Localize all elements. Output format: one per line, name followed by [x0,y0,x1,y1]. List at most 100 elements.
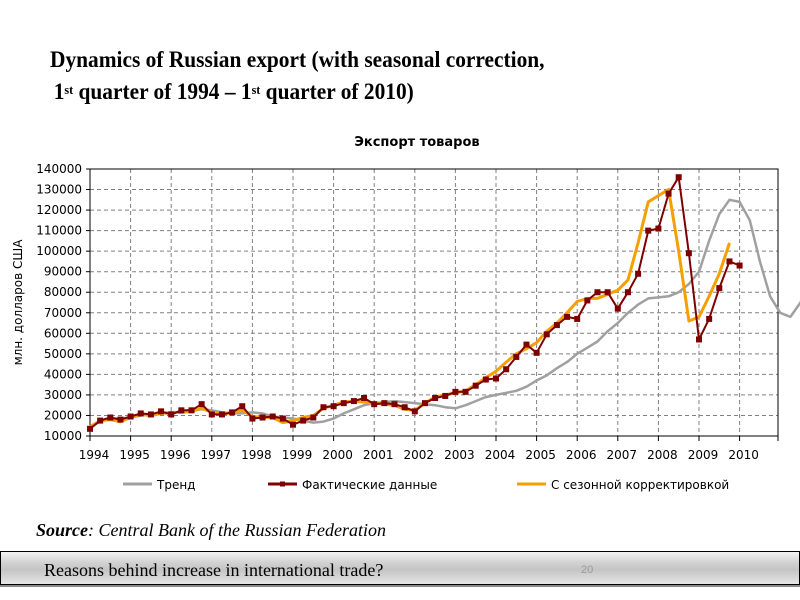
data-point-marker [553,322,560,329]
data-point-marker [523,341,530,348]
data-point-marker [452,388,459,395]
data-point-marker [533,349,540,356]
data-point-marker [685,250,692,257]
data-point-marker [401,404,408,411]
data-point-marker [665,190,672,197]
data-point-marker [594,289,601,296]
x-tick-label: 2001 [363,448,394,462]
y-tick-label: 90000 [44,265,82,279]
data-point-marker [543,331,550,338]
data-point-marker [229,409,236,416]
data-point-marker [147,411,154,418]
data-point-marker [645,227,652,234]
x-tick-label: 1995 [119,448,150,462]
data-point-marker [655,225,662,232]
data-point-marker [675,174,682,181]
data-point-marker [269,413,276,420]
data-point-marker [361,395,368,402]
slide-title-line1: Dynamics of Russian export (with seasona… [50,47,545,72]
source-note: Source: Central Bank of the Russian Fede… [36,520,386,541]
data-point-marker [614,305,621,312]
data-point-marker [462,388,469,395]
x-tick-label: 2009 [688,448,719,462]
data-point-marker [330,403,337,410]
y-tick-label: 70000 [44,306,82,320]
source-label: Source [36,520,89,540]
export-line-chart: 10000 20000 30000 40000 50000 60000 70000 80000… [11,162,800,492]
data-point-marker [290,421,296,428]
data-point-marker [472,382,479,389]
source-text: : Central Bank of the Russian Federation [88,520,386,540]
data-point-marker [239,403,246,410]
data-point-marker [107,414,114,421]
data-point-marker [168,411,175,418]
x-tick-label: 2006 [566,448,597,462]
data-point-marker [300,417,307,424]
data-point-marker [381,400,388,407]
data-point-marker [726,258,733,265]
data-point-marker [513,353,520,360]
data-point-marker [421,400,428,407]
y-tick-label: 60000 [44,326,82,340]
data-point-marker [320,404,327,411]
data-point-marker [391,401,398,408]
data-point-marker [279,415,286,422]
slide-title: Dynamics of Russian export (with seasona… [50,44,720,108]
data-point-marker [716,285,723,292]
y-tick-label: 110000 [36,224,82,238]
data-point-marker [493,375,499,382]
data-point-marker [259,414,266,421]
legend-label: Фактические данные [302,478,437,492]
x-tick-label: 2005 [525,448,556,462]
data-point-marker [574,315,581,322]
y-tick-label: 10000 [44,429,82,443]
data-point-marker [137,410,144,417]
data-point-marker [188,407,195,414]
data-point-marker [564,313,571,320]
x-tick-label: 2004 [485,448,516,462]
data-point-marker [736,262,743,269]
data-point-marker [340,400,347,407]
y-tick-label: 30000 [44,388,82,402]
data-point-marker [208,411,215,418]
data-point-marker [158,408,165,415]
legend-label: Тренд [156,478,195,492]
x-tick-label: 2007 [607,448,638,462]
data-point-marker [706,315,713,322]
y-tick-label: 80000 [44,285,82,299]
x-tick-label: 1998 [241,448,272,462]
y-tick-label: 130000 [36,183,82,197]
data-point-marker [432,395,439,402]
x-tick-label: 2000 [322,448,353,462]
y-tick-label: 40000 [44,367,82,381]
data-point-marker [635,270,642,277]
legend-label: С сезонной корректировкой [551,478,729,492]
data-point-marker [87,425,93,432]
x-tick-label: 1997 [201,448,232,462]
data-point-marker [503,366,510,373]
x-tick-label: 1996 [160,448,191,462]
footer-bar: Reasons behind increase in international… [0,551,800,585]
data-point-marker [371,401,378,408]
data-point-marker [411,408,418,415]
x-tick-label: 2002 [404,448,435,462]
data-point-marker [218,411,225,418]
y-tick-label: 140000 [36,162,82,176]
footer-question: Reasons behind increase in international… [44,560,384,580]
data-point-marker [350,398,357,405]
data-point-marker [442,392,449,399]
y-tick-label: 20000 [44,408,82,422]
slide-title-line2: 1st quarter of 1994 – 1st quarter of 201… [53,79,414,104]
data-point-marker [117,416,124,423]
y-tick-label: 100000 [36,244,82,258]
y-tick-label: 50000 [44,347,82,361]
data-point-marker [249,415,256,422]
y-tick-label: 120000 [36,203,82,217]
data-point-marker [127,413,134,420]
data-point-marker [178,407,185,414]
data-point-marker [97,417,104,424]
x-tick-label: 2008 [647,448,678,462]
data-point-marker [624,289,631,296]
data-point-marker [310,414,317,421]
data-point-marker [604,289,611,296]
